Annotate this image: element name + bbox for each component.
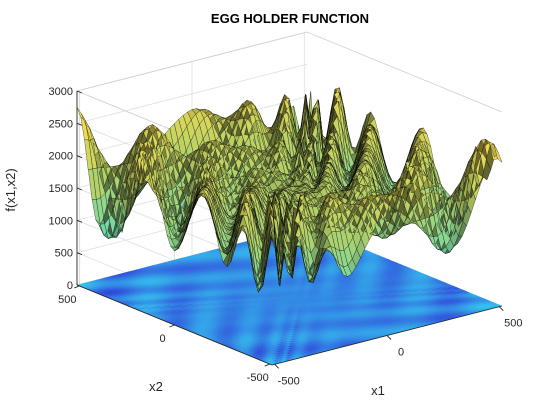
surface-mesh (76, 87, 503, 293)
